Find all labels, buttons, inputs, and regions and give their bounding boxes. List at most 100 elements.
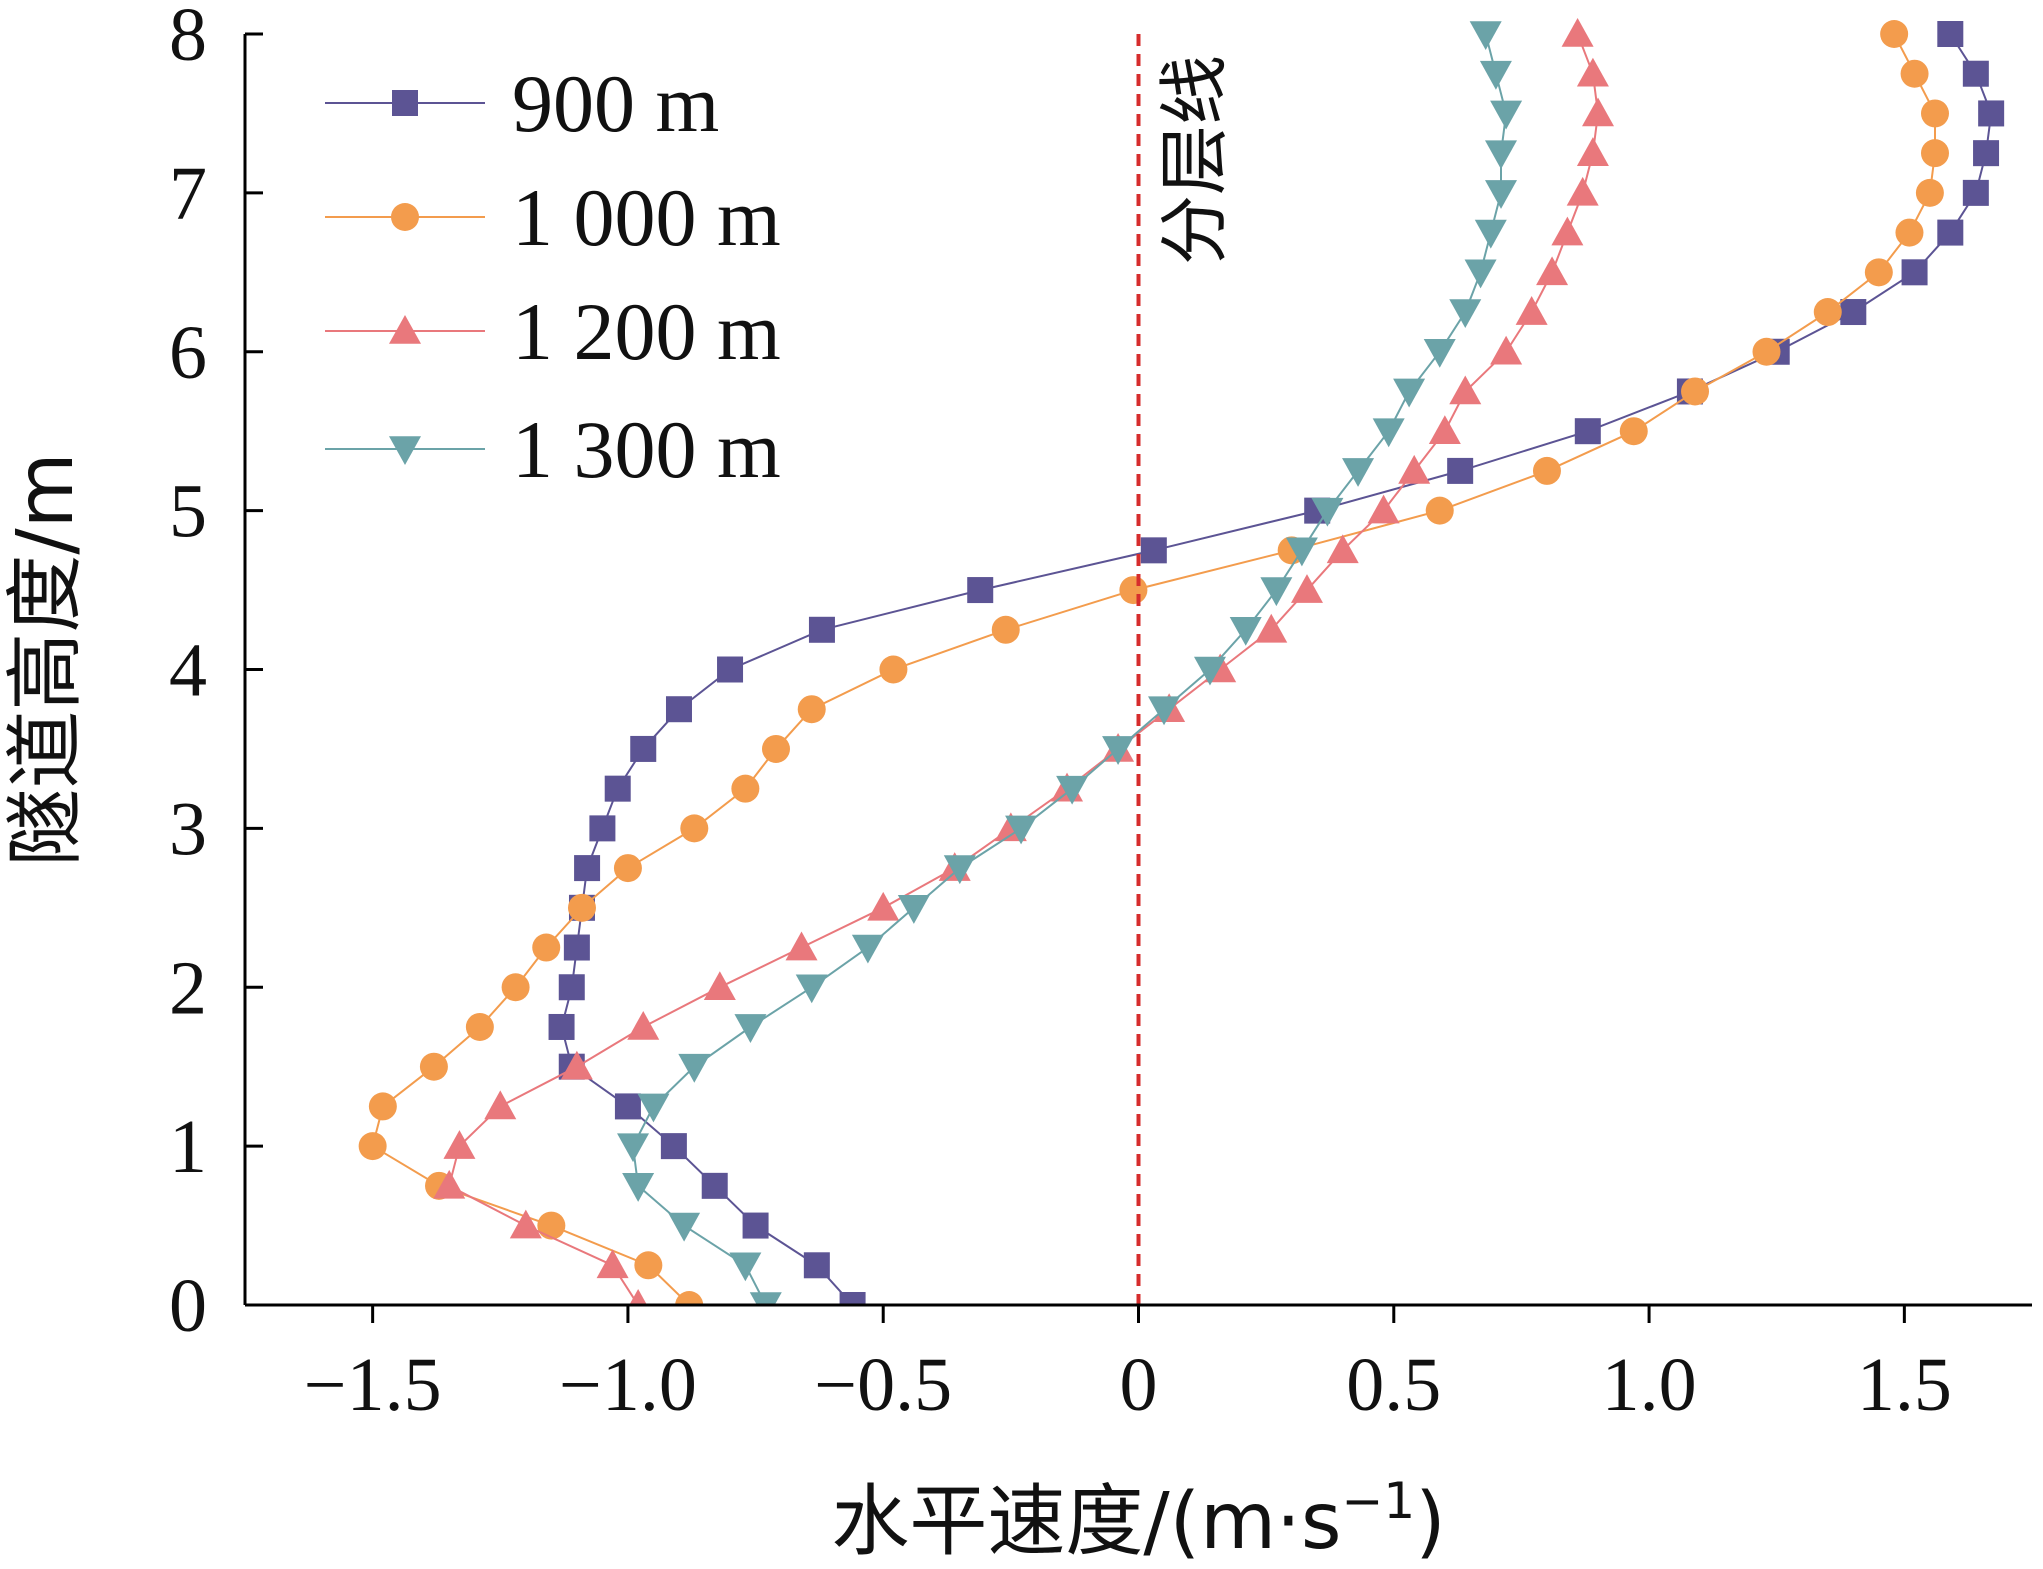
series-4-point-16 <box>1148 696 1181 726</box>
series-2-point-5 <box>358 1132 387 1161</box>
series-4-point-28 <box>1474 219 1507 249</box>
series-2 <box>358 20 1949 1305</box>
legend-marker-2 <box>391 203 419 231</box>
series-4-point-2 <box>729 1252 762 1282</box>
series-3-point-9 <box>703 971 736 1001</box>
series-4-point-22 <box>1342 458 1375 487</box>
series-3-point-20 <box>1326 534 1359 564</box>
series-2-point-9 <box>501 973 530 1002</box>
legend-entry-1: 900 m <box>325 58 719 149</box>
series-2-point-1 <box>675 1291 704 1305</box>
x-axis-title: 水平速度/(m·s−1) <box>831 1472 1445 1567</box>
series-3-point-30 <box>1576 137 1609 166</box>
series-3-point-33 <box>1561 18 1594 47</box>
series-4-point-9 <box>795 974 828 1004</box>
series-4-point-20 <box>1285 537 1318 567</box>
legend-label-3: 1 200 m <box>512 286 781 377</box>
series-1-point-8 <box>548 1013 575 1040</box>
series-4-point-1 <box>749 1292 782 1305</box>
series-3-point-26 <box>1515 296 1548 325</box>
series-1-point-20 <box>1140 537 1167 564</box>
series-1-point-32 <box>1962 60 1989 87</box>
x-axis-title-main: 水平速度/(m·s <box>831 1477 1341 1567</box>
series-3-point-4 <box>433 1169 466 1199</box>
series-1-point-5 <box>660 1133 687 1160</box>
series-3-point-18 <box>1255 613 1288 643</box>
series-group <box>358 18 2005 1305</box>
series-4-point-18 <box>1229 616 1262 646</box>
series-2-point-30 <box>1920 139 1949 168</box>
plot-area <box>358 18 2005 1305</box>
series-2-point-24 <box>1681 377 1710 406</box>
legend-label-2: 1 000 m <box>512 172 781 263</box>
legend-marker-4 <box>389 436 421 465</box>
series-4-point-26 <box>1449 299 1482 329</box>
layer-line-annotation: 分层线 <box>1154 55 1236 265</box>
series-1-point-2 <box>803 1252 830 1279</box>
series-2-point-13 <box>680 814 709 843</box>
series-4-point-10 <box>851 934 884 964</box>
y-tick-label-5: 4 <box>169 629 207 713</box>
series-1-point-1 <box>839 1292 866 1305</box>
series-3-point-32 <box>1576 57 1609 87</box>
series-3-point-23 <box>1428 415 1461 444</box>
series-2-point-2 <box>634 1251 663 1280</box>
y-tick-label-7: 6 <box>169 311 207 395</box>
x-tick-label-6: 1.0 <box>1602 1343 1697 1427</box>
legend-marker-3 <box>389 315 421 344</box>
series-2-point-16 <box>797 695 826 724</box>
series-1-point-29 <box>1962 179 1989 206</box>
series-2-point-19 <box>1119 576 1148 605</box>
series-3-point-2 <box>596 1249 629 1279</box>
series-4-point-7 <box>678 1053 711 1083</box>
legend-entry-3: 1 200 m <box>325 286 781 377</box>
series-1 <box>548 21 2005 1305</box>
legend: 900 m 1 000 m 1 200 m 1 300 m <box>325 58 781 495</box>
series-4-point-3 <box>668 1212 701 1242</box>
legend-entry-2: 1 000 m <box>325 172 781 263</box>
x-tick-label-3: −0.5 <box>814 1343 952 1427</box>
series-4-point-30 <box>1485 140 1518 170</box>
series-1-point-28 <box>1937 219 1964 246</box>
series-3-point-31 <box>1582 97 1615 127</box>
series-4-point-23 <box>1372 418 1405 448</box>
series-3-point-8 <box>627 1010 660 1040</box>
legend-entry-4: 1 300 m <box>325 404 781 495</box>
series-2-point-26 <box>1813 298 1842 327</box>
series-4-point-13 <box>1005 815 1038 845</box>
y-tick-label-6: 5 <box>169 470 207 554</box>
series-4-point-14 <box>1056 775 1089 805</box>
series-2-point-17 <box>879 655 908 684</box>
series-2-point-6 <box>368 1092 397 1121</box>
series-2-point-15 <box>761 734 790 763</box>
series-3-point-10 <box>785 931 818 961</box>
series-3-point-25 <box>1490 335 1523 365</box>
series-3-point-7 <box>560 1050 593 1080</box>
y-axis-title: 隧道高度/m <box>1 452 91 866</box>
series-2-point-3 <box>537 1211 566 1240</box>
series-1-point-26 <box>1840 299 1867 326</box>
x-axis-title-superscript: −1 <box>1341 1472 1415 1530</box>
series-3-point-3 <box>509 1209 542 1239</box>
series-1-point-19 <box>967 577 994 604</box>
series-1-point-3 <box>742 1212 769 1239</box>
series-1-point-9 <box>558 974 585 1001</box>
series-2-point-23 <box>1619 417 1648 446</box>
series-2-point-8 <box>465 1012 494 1041</box>
series-2-point-12 <box>613 854 642 883</box>
legend-label-1: 900 m <box>512 58 719 149</box>
x-tick-label-1: −1.5 <box>304 1343 442 1427</box>
series-2-point-22 <box>1532 456 1561 485</box>
x-axis-title-close: ) <box>1415 1477 1445 1567</box>
series-1-point-14 <box>604 775 631 802</box>
series-3-point-11 <box>867 891 900 921</box>
y-tick-label-3: 2 <box>169 946 207 1030</box>
series-3-point-5 <box>443 1130 476 1159</box>
series-2-point-28 <box>1895 218 1924 247</box>
series-4-point-25 <box>1423 338 1456 368</box>
axes: −1.5 −1.0 −0.5 0 0.5 1.0 1.5 0 1 2 3 4 5 6 7 8 <box>169 0 2032 1427</box>
series-4-point-17 <box>1193 656 1226 686</box>
series-1-point-15 <box>630 735 657 762</box>
series-4 <box>617 21 1523 1305</box>
series-4-point-32 <box>1479 60 1512 90</box>
